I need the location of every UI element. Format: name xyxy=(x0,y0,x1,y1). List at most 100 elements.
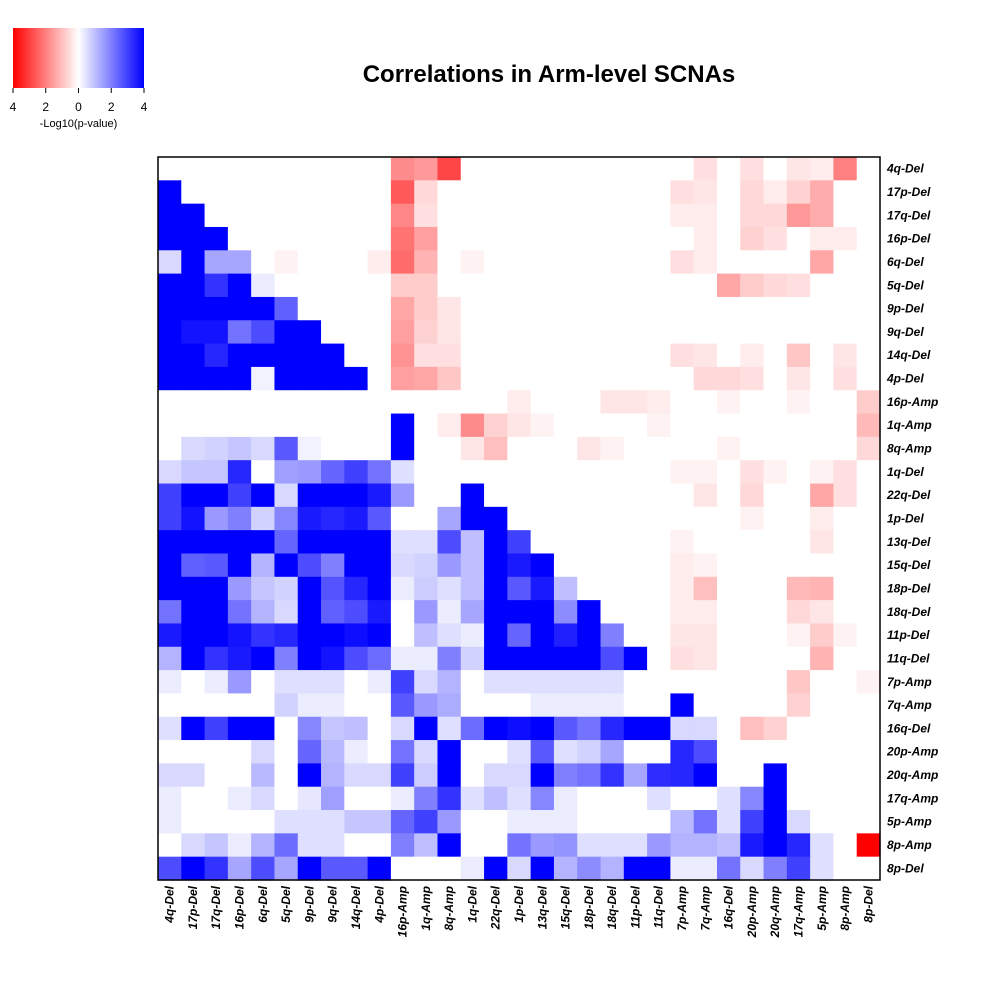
heatmap-cell xyxy=(833,460,858,485)
heatmap-cell xyxy=(227,810,252,834)
heatmap-cell xyxy=(414,646,439,671)
heatmap-cell xyxy=(856,343,881,368)
row-label: 1q-Del xyxy=(887,465,924,479)
heatmap-cell xyxy=(740,343,765,368)
heatmap-cell xyxy=(833,716,858,741)
heatmap-cell xyxy=(204,343,229,368)
heatmap-cell xyxy=(810,483,835,508)
row-label: 13q-Del xyxy=(887,535,931,549)
heatmap-cell xyxy=(507,320,532,345)
heatmap-cell xyxy=(670,600,695,625)
heatmap-cell xyxy=(297,296,322,321)
heatmap-cell xyxy=(227,576,252,601)
heatmap-cell xyxy=(530,786,555,811)
heatmap-cell xyxy=(740,856,765,881)
heatmap-cell xyxy=(507,856,532,881)
heatmap-cell xyxy=(856,646,881,671)
heatmap-cell xyxy=(763,203,788,228)
heatmap-cell xyxy=(786,763,811,788)
heatmap-cell xyxy=(437,623,462,648)
row-label: 9p-Del xyxy=(887,302,924,316)
heatmap-cell xyxy=(763,856,788,881)
heatmap-cell xyxy=(507,203,532,228)
heatmap-cell xyxy=(181,810,206,834)
heatmap-cell xyxy=(833,343,858,368)
heatmap-cell xyxy=(600,366,625,391)
heatmap-cell xyxy=(460,436,485,461)
heatmap-cell xyxy=(251,343,276,368)
heatmap-cell xyxy=(507,226,532,251)
heatmap-cell xyxy=(344,553,369,578)
heatmap-cell xyxy=(716,763,741,788)
heatmap-cell xyxy=(414,250,439,275)
heatmap-cell xyxy=(460,786,485,811)
heatmap-cell xyxy=(577,623,602,648)
heatmap-cell xyxy=(251,320,276,345)
heatmap-cell xyxy=(763,763,788,788)
column-label: 20p-Amp xyxy=(745,886,759,938)
heatmap-cell xyxy=(600,623,625,648)
heatmap-cell xyxy=(367,250,392,275)
heatmap-cell xyxy=(740,576,765,601)
heatmap-cell xyxy=(344,716,369,741)
heatmap-cell xyxy=(786,296,811,321)
heatmap-cell xyxy=(437,693,462,718)
heatmap-cell xyxy=(227,786,252,811)
heatmap-cell xyxy=(693,296,718,321)
heatmap-cell xyxy=(181,273,206,298)
column-label: 17q-Amp xyxy=(791,886,805,937)
heatmap-cell xyxy=(484,740,508,764)
heatmap-cell xyxy=(390,856,415,881)
heatmap-cell xyxy=(600,460,625,485)
heatmap-cell xyxy=(321,553,345,578)
heatmap-cell xyxy=(437,390,462,415)
column-label: 9p-Del xyxy=(302,885,316,922)
heatmap-cell xyxy=(414,553,439,578)
heatmap-cell xyxy=(647,483,671,508)
heatmap-cell xyxy=(833,413,858,438)
heatmap-cell xyxy=(367,810,392,834)
heatmap-cell xyxy=(553,553,578,578)
heatmap-cell xyxy=(856,856,881,881)
heatmap-cell xyxy=(321,646,345,671)
column-label: 15q-Del xyxy=(559,885,573,929)
heatmap-cell xyxy=(623,296,648,321)
heatmap-cell xyxy=(274,273,299,298)
heatmap-cell xyxy=(460,157,485,181)
heatmap-cell xyxy=(856,786,881,811)
heatmap-cell xyxy=(321,600,345,625)
column-label: 18p-Del xyxy=(582,885,596,929)
heatmap-cell xyxy=(740,530,765,555)
heatmap-cell xyxy=(577,203,602,228)
heatmap-cell xyxy=(716,390,741,415)
heatmap-cell xyxy=(623,763,648,788)
heatmap-cell xyxy=(670,576,695,601)
row-label: 15q-Del xyxy=(887,558,931,572)
heatmap-cell xyxy=(600,786,625,811)
heatmap-cell xyxy=(833,646,858,671)
heatmap-cell xyxy=(693,366,718,391)
heatmap-cell xyxy=(553,343,578,368)
heatmap-cell xyxy=(321,763,345,788)
heatmap-cell xyxy=(344,320,369,345)
heatmap-cell xyxy=(530,226,555,251)
heatmap-cell xyxy=(647,180,671,205)
heatmap-cell xyxy=(367,763,392,788)
heatmap-cell xyxy=(297,390,322,415)
heatmap-cell xyxy=(321,390,345,415)
heatmap-cell xyxy=(833,856,858,881)
heatmap-cell xyxy=(833,506,858,531)
heatmap-cell xyxy=(577,553,602,578)
heatmap-cell xyxy=(437,180,462,205)
heatmap-cell xyxy=(181,413,206,438)
heatmap-cell xyxy=(763,250,788,275)
heatmap-cell xyxy=(716,273,741,298)
heatmap-cell xyxy=(577,810,602,834)
heatmap-cell xyxy=(553,250,578,275)
heatmap-cell xyxy=(856,530,881,555)
heatmap-cell xyxy=(484,203,508,228)
heatmap-cell xyxy=(740,157,765,181)
heatmap-cell xyxy=(158,833,182,858)
heatmap-cell xyxy=(204,833,229,858)
heatmap-cell xyxy=(600,343,625,368)
